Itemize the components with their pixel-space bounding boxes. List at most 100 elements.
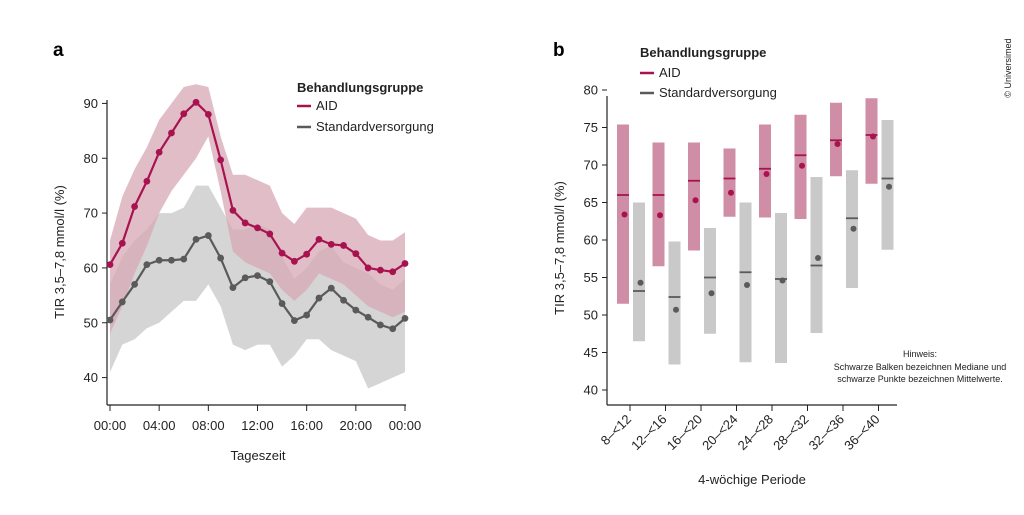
- panel-a-point-standard: [401, 314, 409, 322]
- panel-a-xtick-label: 12:00: [241, 418, 274, 433]
- panel-b-mean-aid: [621, 211, 628, 218]
- panel-a-point-aid: [401, 260, 409, 267]
- panel-b-note-line-3: schwarze Punkte bezeichnen Mittelwerte.: [837, 374, 1003, 384]
- panel-b-mean-standard: [886, 183, 892, 190]
- panel-a-xtick-label: 00:00: [94, 418, 127, 433]
- panel-b-mean-aid: [763, 171, 770, 177]
- panel-b-box-standard: [668, 241, 681, 365]
- panel-b-box-standard: [810, 177, 823, 333]
- panel-a-point-standard: [106, 316, 114, 324]
- panel-a-band-standard: [110, 185, 405, 389]
- panel-b-legend-title: Behandlungsgruppe: [640, 45, 766, 60]
- panel-b-ytick-label: 70: [584, 158, 598, 173]
- panel-a-point-standard: [389, 325, 397, 333]
- panel-b-ytick-label: 55: [584, 270, 598, 285]
- panel-a-point-aid: [303, 250, 311, 258]
- panel-b-note-line-2: Schwarze Balken bezeichnen Mediane und: [834, 362, 1007, 372]
- panel-a-point-standard: [204, 232, 212, 239]
- panel-a-ytick-label: 50: [84, 315, 98, 330]
- panel-b-xtick-label: 24–<28: [735, 412, 777, 454]
- panel-a-point-aid: [229, 206, 237, 214]
- panel-a-point-standard: [241, 274, 249, 282]
- panel-a-point-aid: [168, 129, 175, 137]
- panel-a-point-standard: [266, 278, 274, 286]
- panel-a-legend-standard: Standardversorgung: [316, 119, 434, 134]
- panel-b-mean-standard: [708, 290, 715, 297]
- panel-a-xlabel: Tageszeit: [231, 448, 286, 463]
- panel-a-point-aid: [155, 148, 163, 156]
- panel-b-ytick-label: 60: [584, 233, 598, 248]
- panel-a-point-aid: [278, 249, 286, 257]
- panel-a-point-standard: [143, 261, 151, 269]
- panel-b-xtick-label: 32–<36: [806, 412, 848, 454]
- panel-a-point-aid: [352, 250, 360, 258]
- panel-b-ytick-label: 50: [584, 308, 598, 323]
- panel-b-mean-aid: [834, 141, 841, 147]
- panel-b-boxes: [617, 98, 894, 365]
- panel-a-point-aid: [315, 236, 323, 243]
- panel-a-ytick-label: 90: [84, 96, 98, 111]
- panel-a-point-standard: [340, 296, 347, 304]
- panel-a-point-standard: [315, 294, 323, 302]
- panel-a-point-standard: [303, 311, 311, 319]
- panel-a-point-standard: [254, 272, 261, 279]
- panel-a-band-aid: [110, 84, 405, 334]
- panel-a-bands: [110, 84, 405, 389]
- panel-b-legend: Behandlungsgruppe AID Standardversorgung: [640, 45, 777, 100]
- panel-a-ytick-label: 70: [84, 206, 98, 221]
- panel-a-point-aid: [266, 230, 274, 238]
- panel-b-legend-standard: Standardversorgung: [659, 85, 777, 100]
- panel-b-box-standard: [704, 228, 716, 334]
- panel-a-point-aid: [254, 224, 261, 232]
- panel-b-mean-standard: [850, 225, 857, 232]
- panel-a-ticks: 40 50 60 70 80 90 00:00 04:00 08:00 12:00 16:00 20:…: [84, 96, 422, 433]
- panel-b-box-aid: [865, 98, 878, 184]
- panel-b-xtick-label: 28–<32: [770, 412, 812, 454]
- panel-a-point-standard: [290, 317, 298, 324]
- panel-a-point-standard: [229, 284, 237, 292]
- panel-b-box-standard: [739, 202, 752, 363]
- panel-a-lines: [106, 98, 409, 333]
- panel-a-legend: Behandlungsgruppe AID Standardversorgung: [297, 80, 434, 134]
- panel-a-letter: a: [53, 40, 64, 61]
- panel-a-xtick-label: 20:00: [340, 418, 373, 433]
- panel-a-point-aid: [131, 203, 138, 210]
- panel-b-mean-aid: [657, 212, 663, 219]
- panel-a-point-standard: [192, 236, 200, 243]
- panel-a-point-standard: [364, 313, 372, 321]
- panel-a-point-standard: [118, 298, 126, 306]
- panel-b-box-aid: [652, 142, 665, 267]
- panel-a-point-standard: [352, 306, 360, 314]
- panel-b-box-aid: [759, 124, 771, 218]
- panel-a-xtick-label: 08:00: [192, 418, 225, 433]
- panel-b-mean-standard: [779, 277, 786, 284]
- panel-a-point-aid: [106, 261, 114, 269]
- panel-a-point-standard: [278, 300, 286, 307]
- copyright-text: © Universimed: [1003, 38, 1013, 97]
- panel-a-point-standard: [377, 321, 384, 329]
- panel-a-point-aid: [217, 156, 225, 164]
- panel-b-ytick-label: 40: [584, 383, 598, 398]
- panel-a-legend-title: Behandlungsgruppe: [297, 80, 423, 95]
- panel-b-mean-standard: [815, 255, 821, 261]
- panel-a-xtick-label: 00:00: [389, 418, 422, 433]
- panel-b-xtick-label: 36–<40: [841, 412, 883, 454]
- panel-b-axes: [606, 96, 897, 406]
- panel-b-xtick-label: 16–<20: [664, 412, 706, 454]
- panel-a-point-aid: [180, 110, 188, 118]
- panel-a-point-standard: [168, 256, 175, 264]
- panel-a-ytick-label: 60: [84, 260, 98, 275]
- panel-a-point-aid: [241, 219, 249, 227]
- panel-a-point-aid: [192, 98, 200, 106]
- panel-a-point-standard: [131, 280, 138, 288]
- panel-b-mean-aid: [870, 133, 876, 140]
- panel-b-box-standard: [775, 213, 787, 363]
- panel-a-point-aid: [364, 264, 372, 272]
- panel-b-ylabel: TIR 3,5–7,8 mmol/l (%): [552, 181, 567, 315]
- panel-b-xlabel: 4-wöchige Periode: [698, 472, 806, 487]
- panel-a-point-aid: [327, 240, 335, 248]
- panel-b-ytick-label: 65: [584, 195, 598, 210]
- panel-a-ytick-label: 80: [84, 151, 98, 166]
